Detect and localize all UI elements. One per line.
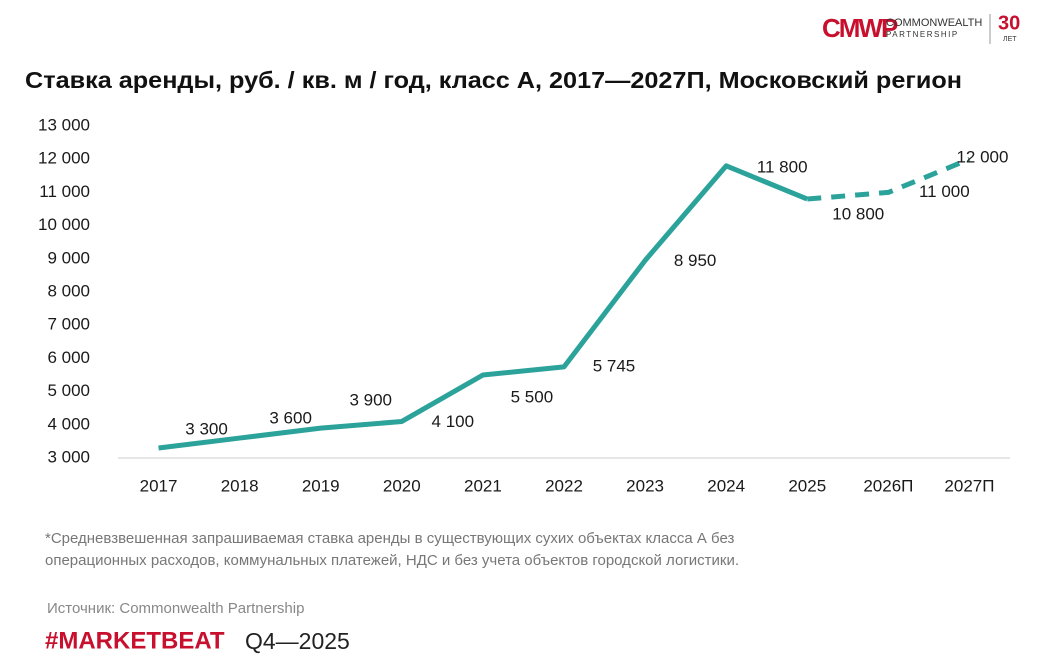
- value-label: 4 100: [432, 412, 475, 431]
- logo-years: 30: [998, 12, 1020, 34]
- chart-title: Ставка аренды, руб. / кв. м / год, класс…: [25, 67, 962, 93]
- value-label: 8 950: [674, 251, 717, 270]
- y-tick-label: 10 000: [38, 215, 90, 234]
- logo-mark: CMWP: [822, 13, 898, 43]
- x-tick-label: 2021: [464, 476, 502, 495]
- line: [158, 163, 809, 451]
- value-label: 5 745: [593, 356, 636, 375]
- value-label: 3 600: [269, 409, 312, 428]
- value-label: 3 300: [185, 420, 228, 439]
- x-tick-label: 2022: [545, 476, 583, 495]
- x-tick-label: 2018: [221, 476, 259, 495]
- y-tick-label: 5 000: [47, 381, 90, 400]
- x-tick-label: 2020: [383, 476, 421, 495]
- y-tick-label: 7 000: [47, 315, 90, 334]
- y-tick-label: 12 000: [38, 149, 90, 168]
- value-label: 5 500: [511, 387, 554, 406]
- y-tick-label: 11 000: [39, 182, 90, 201]
- period: Q4—2025: [245, 628, 350, 654]
- y-tick-label: 9 000: [47, 248, 90, 267]
- y-tick-label: 4 000: [47, 414, 90, 433]
- footnote: операционных расходов, коммунальных плат…: [45, 552, 739, 569]
- y-tick-label: 13 000: [38, 115, 90, 134]
- value-label: 3 900: [349, 391, 392, 410]
- value-label: 12 000: [956, 148, 1008, 167]
- brand: #MARKETBEAT: [45, 627, 225, 654]
- y-tick-label: 6 000: [47, 348, 90, 367]
- x-tick-label: 2024: [707, 476, 745, 495]
- x-tick-label: 2017: [140, 476, 178, 495]
- x-tick-label: 2023: [626, 476, 664, 495]
- forecast-line: [807, 156, 971, 202]
- footnote: *Средневзвешенная запрашиваемая ставка а…: [45, 530, 734, 547]
- logo-years-label: ЛЕТ: [1003, 36, 1017, 43]
- x-tick-label: 2019: [302, 476, 340, 495]
- value-label: 11 800: [757, 157, 808, 176]
- source: Источник: Commonwealth Partnership: [47, 600, 304, 617]
- value-label: 10 800: [832, 205, 884, 224]
- y-tick-label: 3 000: [47, 447, 90, 466]
- x-tick-label: 2027П: [944, 476, 994, 495]
- logo-line1: COMMONWEALTH: [886, 17, 982, 29]
- value-label: 11 000: [919, 182, 970, 201]
- y-tick-label: 8 000: [47, 281, 90, 300]
- x-tick-label: 2026П: [863, 476, 913, 495]
- x-tick-label: 2025: [788, 476, 826, 495]
- logo-line2: PARTNERSHIP: [886, 30, 959, 39]
